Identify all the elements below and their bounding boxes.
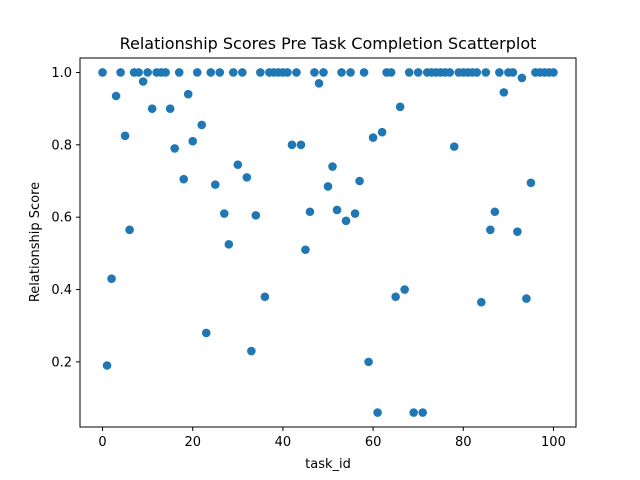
data-point-20 bbox=[188, 136, 198, 146]
data-point-88 bbox=[495, 68, 504, 77]
data-point-0 bbox=[98, 68, 107, 77]
data-point-68 bbox=[404, 68, 414, 77]
data-points-group bbox=[98, 68, 558, 417]
data-point-91 bbox=[508, 68, 518, 77]
data-point-87 bbox=[490, 207, 500, 217]
data-point-31 bbox=[238, 68, 247, 77]
data-point-15 bbox=[165, 104, 175, 113]
data-point-94 bbox=[522, 294, 531, 303]
data-point-4 bbox=[116, 68, 125, 77]
data-point-5 bbox=[120, 131, 130, 141]
data-point-89 bbox=[499, 88, 509, 97]
data-point-11 bbox=[147, 104, 157, 113]
y-tick-label: 1.0 bbox=[51, 66, 72, 81]
data-point-57 bbox=[355, 176, 364, 186]
data-point-92 bbox=[513, 227, 522, 236]
data-point-64 bbox=[386, 68, 396, 77]
data-point-34 bbox=[251, 211, 261, 220]
data-point-16 bbox=[170, 144, 179, 153]
data-point-41 bbox=[283, 68, 292, 77]
data-point-28 bbox=[224, 240, 234, 249]
data-point-48 bbox=[314, 79, 324, 88]
data-point-45 bbox=[301, 245, 310, 255]
data-point-49 bbox=[319, 68, 328, 77]
x-tick-label: 100 bbox=[541, 435, 566, 450]
data-point-6 bbox=[125, 225, 134, 235]
data-point-69 bbox=[409, 408, 418, 417]
data-point-18 bbox=[179, 174, 189, 184]
data-point-65 bbox=[391, 292, 400, 302]
data-point-67 bbox=[400, 285, 409, 294]
x-tick-label: 0 bbox=[98, 435, 106, 450]
data-point-27 bbox=[219, 209, 229, 218]
x-axis-ticks: 0 20 40 60 80 100 bbox=[98, 427, 566, 450]
data-point-24 bbox=[206, 68, 216, 77]
data-point-53 bbox=[337, 68, 346, 77]
data-point-33 bbox=[247, 346, 256, 356]
data-point-85 bbox=[481, 68, 491, 77]
data-point-35 bbox=[256, 68, 265, 77]
x-tick-label: 60 bbox=[365, 435, 382, 450]
data-point-71 bbox=[418, 408, 427, 417]
data-point-30 bbox=[233, 160, 243, 170]
data-point-61 bbox=[373, 408, 382, 417]
data-point-77 bbox=[445, 68, 455, 77]
data-point-14 bbox=[161, 68, 170, 77]
x-axis-label: task_id bbox=[305, 457, 351, 472]
data-point-36 bbox=[260, 292, 270, 302]
data-point-42 bbox=[287, 140, 297, 150]
data-point-1 bbox=[102, 361, 112, 370]
y-axis-ticks: 0.2 0.4 0.6 0.8 1.0 bbox=[51, 66, 80, 370]
data-point-29 bbox=[229, 68, 238, 77]
data-point-50 bbox=[323, 182, 333, 191]
data-point-51 bbox=[328, 162, 337, 171]
data-point-22 bbox=[197, 120, 207, 130]
y-tick-label: 0.4 bbox=[51, 283, 72, 298]
y-tick-label: 0.2 bbox=[51, 355, 72, 370]
data-point-8 bbox=[134, 68, 143, 77]
data-point-9 bbox=[138, 77, 148, 86]
data-point-60 bbox=[368, 133, 378, 142]
data-point-26 bbox=[215, 68, 225, 77]
plot-area-frame bbox=[79, 57, 577, 428]
data-point-17 bbox=[174, 68, 184, 77]
data-point-47 bbox=[310, 68, 319, 77]
data-point-100 bbox=[549, 68, 558, 77]
data-point-62 bbox=[377, 127, 387, 137]
y-tick-label: 0.8 bbox=[51, 138, 72, 153]
data-point-95 bbox=[526, 178, 536, 188]
data-point-70 bbox=[413, 68, 423, 77]
x-tick-label: 40 bbox=[275, 435, 292, 450]
data-point-54 bbox=[341, 216, 351, 226]
y-axis-label: Relationship Score bbox=[28, 182, 43, 302]
data-point-19 bbox=[183, 89, 193, 99]
data-point-23 bbox=[201, 328, 211, 338]
chart-title: Relationship Scores Pre Task Completion … bbox=[120, 34, 537, 53]
data-point-55 bbox=[346, 68, 355, 77]
y-tick-label: 0.6 bbox=[51, 211, 72, 226]
x-tick-label: 20 bbox=[184, 435, 201, 450]
data-point-32 bbox=[242, 173, 252, 182]
data-point-10 bbox=[143, 68, 152, 77]
data-point-58 bbox=[359, 68, 369, 77]
data-point-59 bbox=[364, 357, 373, 367]
x-tick-label: 80 bbox=[455, 435, 472, 450]
data-point-3 bbox=[111, 91, 121, 101]
data-point-83 bbox=[472, 68, 482, 77]
data-point-66 bbox=[395, 102, 405, 112]
data-point-46 bbox=[305, 207, 315, 217]
data-point-44 bbox=[296, 140, 306, 150]
data-point-2 bbox=[107, 274, 116, 283]
data-point-21 bbox=[192, 68, 202, 77]
data-point-84 bbox=[477, 297, 486, 307]
data-point-43 bbox=[292, 68, 301, 77]
data-point-56 bbox=[350, 209, 360, 218]
data-point-86 bbox=[486, 225, 495, 235]
data-point-52 bbox=[332, 205, 342, 215]
data-point-78 bbox=[449, 142, 459, 151]
data-point-25 bbox=[210, 180, 220, 189]
data-point-93 bbox=[517, 73, 527, 83]
